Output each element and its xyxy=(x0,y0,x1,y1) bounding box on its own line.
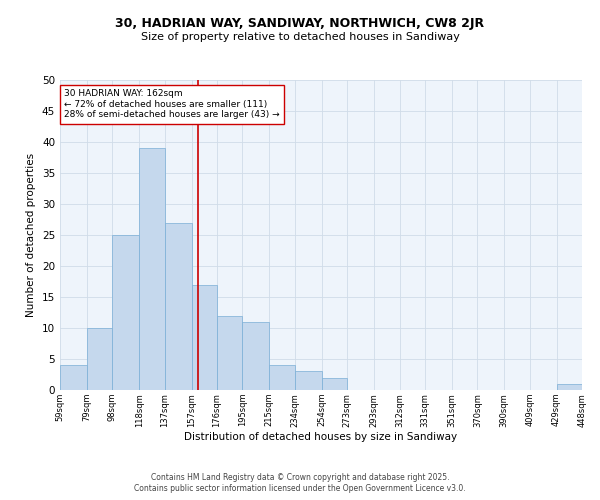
Bar xyxy=(191,284,217,390)
X-axis label: Distribution of detached houses by size in Sandiway: Distribution of detached houses by size … xyxy=(184,432,458,442)
Bar xyxy=(217,316,242,390)
Bar xyxy=(295,372,322,390)
Bar xyxy=(139,148,164,390)
Text: 30, HADRIAN WAY, SANDIWAY, NORTHWICH, CW8 2JR: 30, HADRIAN WAY, SANDIWAY, NORTHWICH, CW… xyxy=(115,18,485,30)
Bar xyxy=(87,328,112,390)
Y-axis label: Number of detached properties: Number of detached properties xyxy=(26,153,37,317)
Text: Contains HM Land Registry data © Crown copyright and database right 2025.: Contains HM Land Registry data © Crown c… xyxy=(151,472,449,482)
Text: Size of property relative to detached houses in Sandiway: Size of property relative to detached ho… xyxy=(140,32,460,42)
Text: Contains public sector information licensed under the Open Government Licence v3: Contains public sector information licen… xyxy=(134,484,466,493)
Bar xyxy=(112,235,139,390)
Bar xyxy=(242,322,269,390)
Bar xyxy=(557,384,582,390)
Bar xyxy=(164,222,191,390)
Text: 30 HADRIAN WAY: 162sqm
← 72% of detached houses are smaller (111)
28% of semi-de: 30 HADRIAN WAY: 162sqm ← 72% of detached… xyxy=(64,90,280,119)
Bar xyxy=(322,378,347,390)
Bar xyxy=(60,365,87,390)
Bar xyxy=(269,365,295,390)
